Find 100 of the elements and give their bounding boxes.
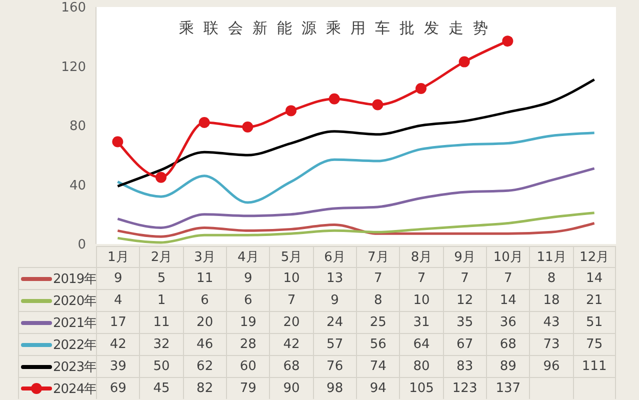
data-label: 20 xyxy=(283,315,300,330)
data-label: 7 xyxy=(417,271,426,286)
data-label: 7 xyxy=(460,271,469,286)
data-label: 64 xyxy=(413,337,430,352)
x-tick-label: 11月 xyxy=(536,249,566,266)
data-label: 12 xyxy=(456,293,474,308)
data-label: 76 xyxy=(326,359,344,374)
y-tick-label: 40 xyxy=(69,178,86,194)
data-label: 39 xyxy=(110,359,126,374)
y-tick-label: 80 xyxy=(69,119,86,134)
x-tick-label: 8月 xyxy=(410,249,432,266)
data-label: 42 xyxy=(283,337,300,352)
x-tick-label: 2月 xyxy=(150,249,172,266)
x-tick-label: 5月 xyxy=(280,249,302,266)
data-label: 51 xyxy=(586,315,603,330)
data-label: 36 xyxy=(500,315,516,330)
data-label: 4 xyxy=(114,293,122,308)
point xyxy=(242,121,254,132)
data-label: 90 xyxy=(283,381,300,396)
data-label: 68 xyxy=(500,337,516,352)
data-label: 111 xyxy=(582,359,607,374)
data-label: 13 xyxy=(326,271,344,286)
x-tick-label: 7月 xyxy=(368,249,389,266)
data-label: 11 xyxy=(196,271,214,286)
data-label: 20 xyxy=(196,315,214,330)
data-label: 60 xyxy=(240,359,256,374)
data-label: 10 xyxy=(413,293,430,308)
point xyxy=(112,136,124,148)
data-label: 10 xyxy=(283,271,300,286)
legend-label: 2019年 xyxy=(53,270,97,288)
y-tick-label: 120 xyxy=(61,60,86,75)
data-label: 46 xyxy=(196,337,214,352)
point xyxy=(502,36,514,47)
data-label: 75 xyxy=(586,337,603,352)
data-label: 5 xyxy=(157,271,166,286)
data-label: 6 xyxy=(244,293,252,308)
data-label: 7 xyxy=(504,271,512,286)
legend-label: 2022年 xyxy=(53,336,97,354)
point xyxy=(328,93,340,104)
point xyxy=(156,172,166,183)
data-label: 9 xyxy=(330,293,339,308)
data-label: 74 xyxy=(370,359,386,374)
data-label: 96 xyxy=(543,359,560,374)
legend-label: 2020年 xyxy=(53,292,97,310)
legend-label: 2024年 xyxy=(53,380,97,398)
point xyxy=(372,99,384,110)
x-tick-label: 1月 xyxy=(108,249,129,266)
data-label: 18 xyxy=(543,293,560,308)
data-label: 32 xyxy=(153,337,170,352)
line-series xyxy=(116,212,596,244)
data-label: 137 xyxy=(496,381,521,396)
line-series xyxy=(116,222,596,238)
data-label: 28 xyxy=(240,337,256,352)
point xyxy=(416,82,426,94)
data-label: 1 xyxy=(157,293,166,308)
data-label: 31 xyxy=(413,315,430,330)
data-label: 105 xyxy=(409,381,434,396)
data-label: 67 xyxy=(456,337,474,352)
data-label: 14 xyxy=(500,293,516,308)
data-label: 9 xyxy=(244,271,252,286)
data-label: 69 xyxy=(110,381,126,396)
line-series xyxy=(116,78,596,188)
data-label: 21 xyxy=(586,293,603,308)
data-label: 11 xyxy=(153,315,170,330)
legend-label: 2021年 xyxy=(53,314,97,332)
point xyxy=(198,117,210,128)
data-label: 6 xyxy=(200,293,209,308)
x-tick-label: 12月 xyxy=(580,249,610,266)
data-label: 123 xyxy=(452,381,478,396)
data-label: 57 xyxy=(326,337,344,352)
x-tick-label: 3月 xyxy=(194,249,216,266)
legend-label: 2023年 xyxy=(53,358,97,376)
data-label: 62 xyxy=(196,359,214,374)
x-tick-label: 10月 xyxy=(493,249,523,266)
data-label: 73 xyxy=(543,337,560,352)
data-label: 80 xyxy=(413,359,430,374)
data-label: 8 xyxy=(547,271,556,286)
data-label: 43 xyxy=(543,315,560,330)
data-label: 68 xyxy=(283,359,300,374)
x-tick-label: 6月 xyxy=(324,249,346,266)
x-tick-label: 9月 xyxy=(454,249,476,266)
text: 乘联会新能源乘用车批发走势 xyxy=(178,19,498,37)
data-label: 19 xyxy=(240,315,256,330)
data-label: 94 xyxy=(370,381,386,396)
line-series xyxy=(116,167,596,229)
data-label: 82 xyxy=(196,381,214,396)
data-label: 25 xyxy=(370,315,386,330)
data-label: 89 xyxy=(500,359,516,374)
data-label: 17 xyxy=(110,315,126,330)
data-label: 79 xyxy=(240,381,256,396)
point xyxy=(458,56,470,68)
point xyxy=(286,105,296,116)
data-label: 56 xyxy=(370,337,386,352)
data-label: 50 xyxy=(153,359,170,374)
line-series xyxy=(116,132,596,204)
data-label: 35 xyxy=(456,315,474,330)
y-tick-label: 0 xyxy=(78,238,86,253)
data-label: 7 xyxy=(374,271,382,286)
data-label: 14 xyxy=(586,271,603,286)
data-label: 45 xyxy=(153,381,170,396)
